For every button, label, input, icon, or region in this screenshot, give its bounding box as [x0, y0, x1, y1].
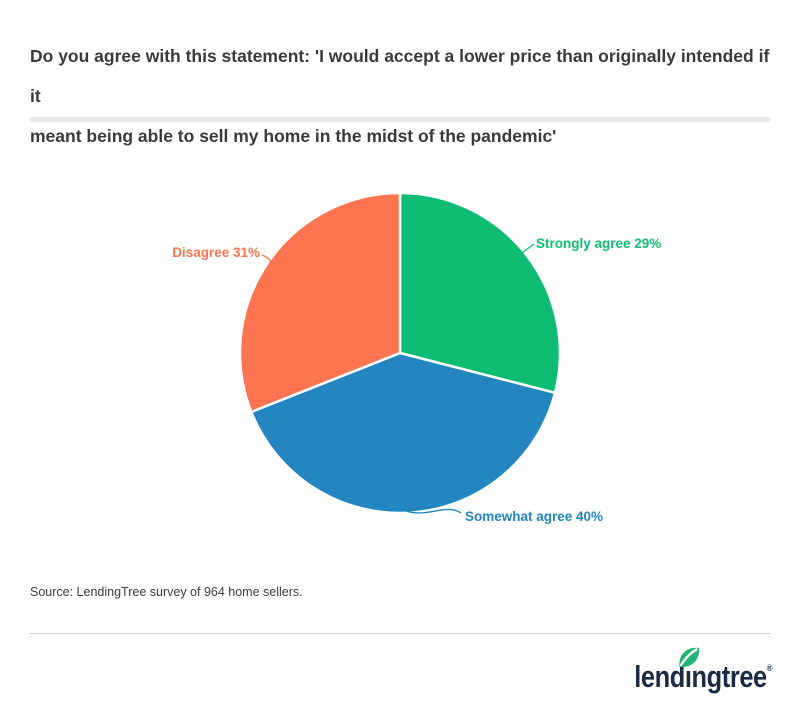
leader-line-disagree	[261, 254, 276, 268]
footer-divider	[30, 633, 770, 634]
chart-title-line2: meant being able to sell my home in the …	[30, 126, 557, 146]
source-attribution: Source: LendingTree survey of 964 home s…	[30, 585, 303, 599]
registered-trademark-symbol: ®	[766, 663, 773, 674]
slice-label-strongly-agree: Strongly agree 29%	[536, 236, 662, 251]
pie-slice-disagree	[238, 191, 402, 414]
slice-label-somewhat-agree: Somewhat agree 40%	[465, 509, 604, 524]
leader-line-somewhat-agree	[405, 508, 462, 514]
leaf-icon	[679, 647, 699, 668]
slice-label-disagree: Disagree 31%	[172, 245, 260, 260]
chart-title-line1: Do you agree with this statement: 'I wou…	[30, 46, 770, 106]
logo-text-part1: lend	[634, 659, 685, 694]
chart-title: Do you agree with this statement: 'I wou…	[30, 36, 770, 156]
logo-text-dotless-i: ı	[684, 659, 692, 694]
pie-slice-somewhat-agree	[249, 351, 557, 515]
logo-text-part2: ngtree	[691, 659, 767, 694]
title-underline-divider	[30, 117, 770, 122]
pie-chart	[238, 191, 562, 515]
leader-line-strongly-agree	[521, 243, 535, 254]
pie-slice-strongly-agree	[398, 191, 562, 395]
lendingtree-logo: lendıngtree®	[604, 647, 773, 702]
lendingtree-wordmark: lendıngtree®	[634, 647, 773, 702]
